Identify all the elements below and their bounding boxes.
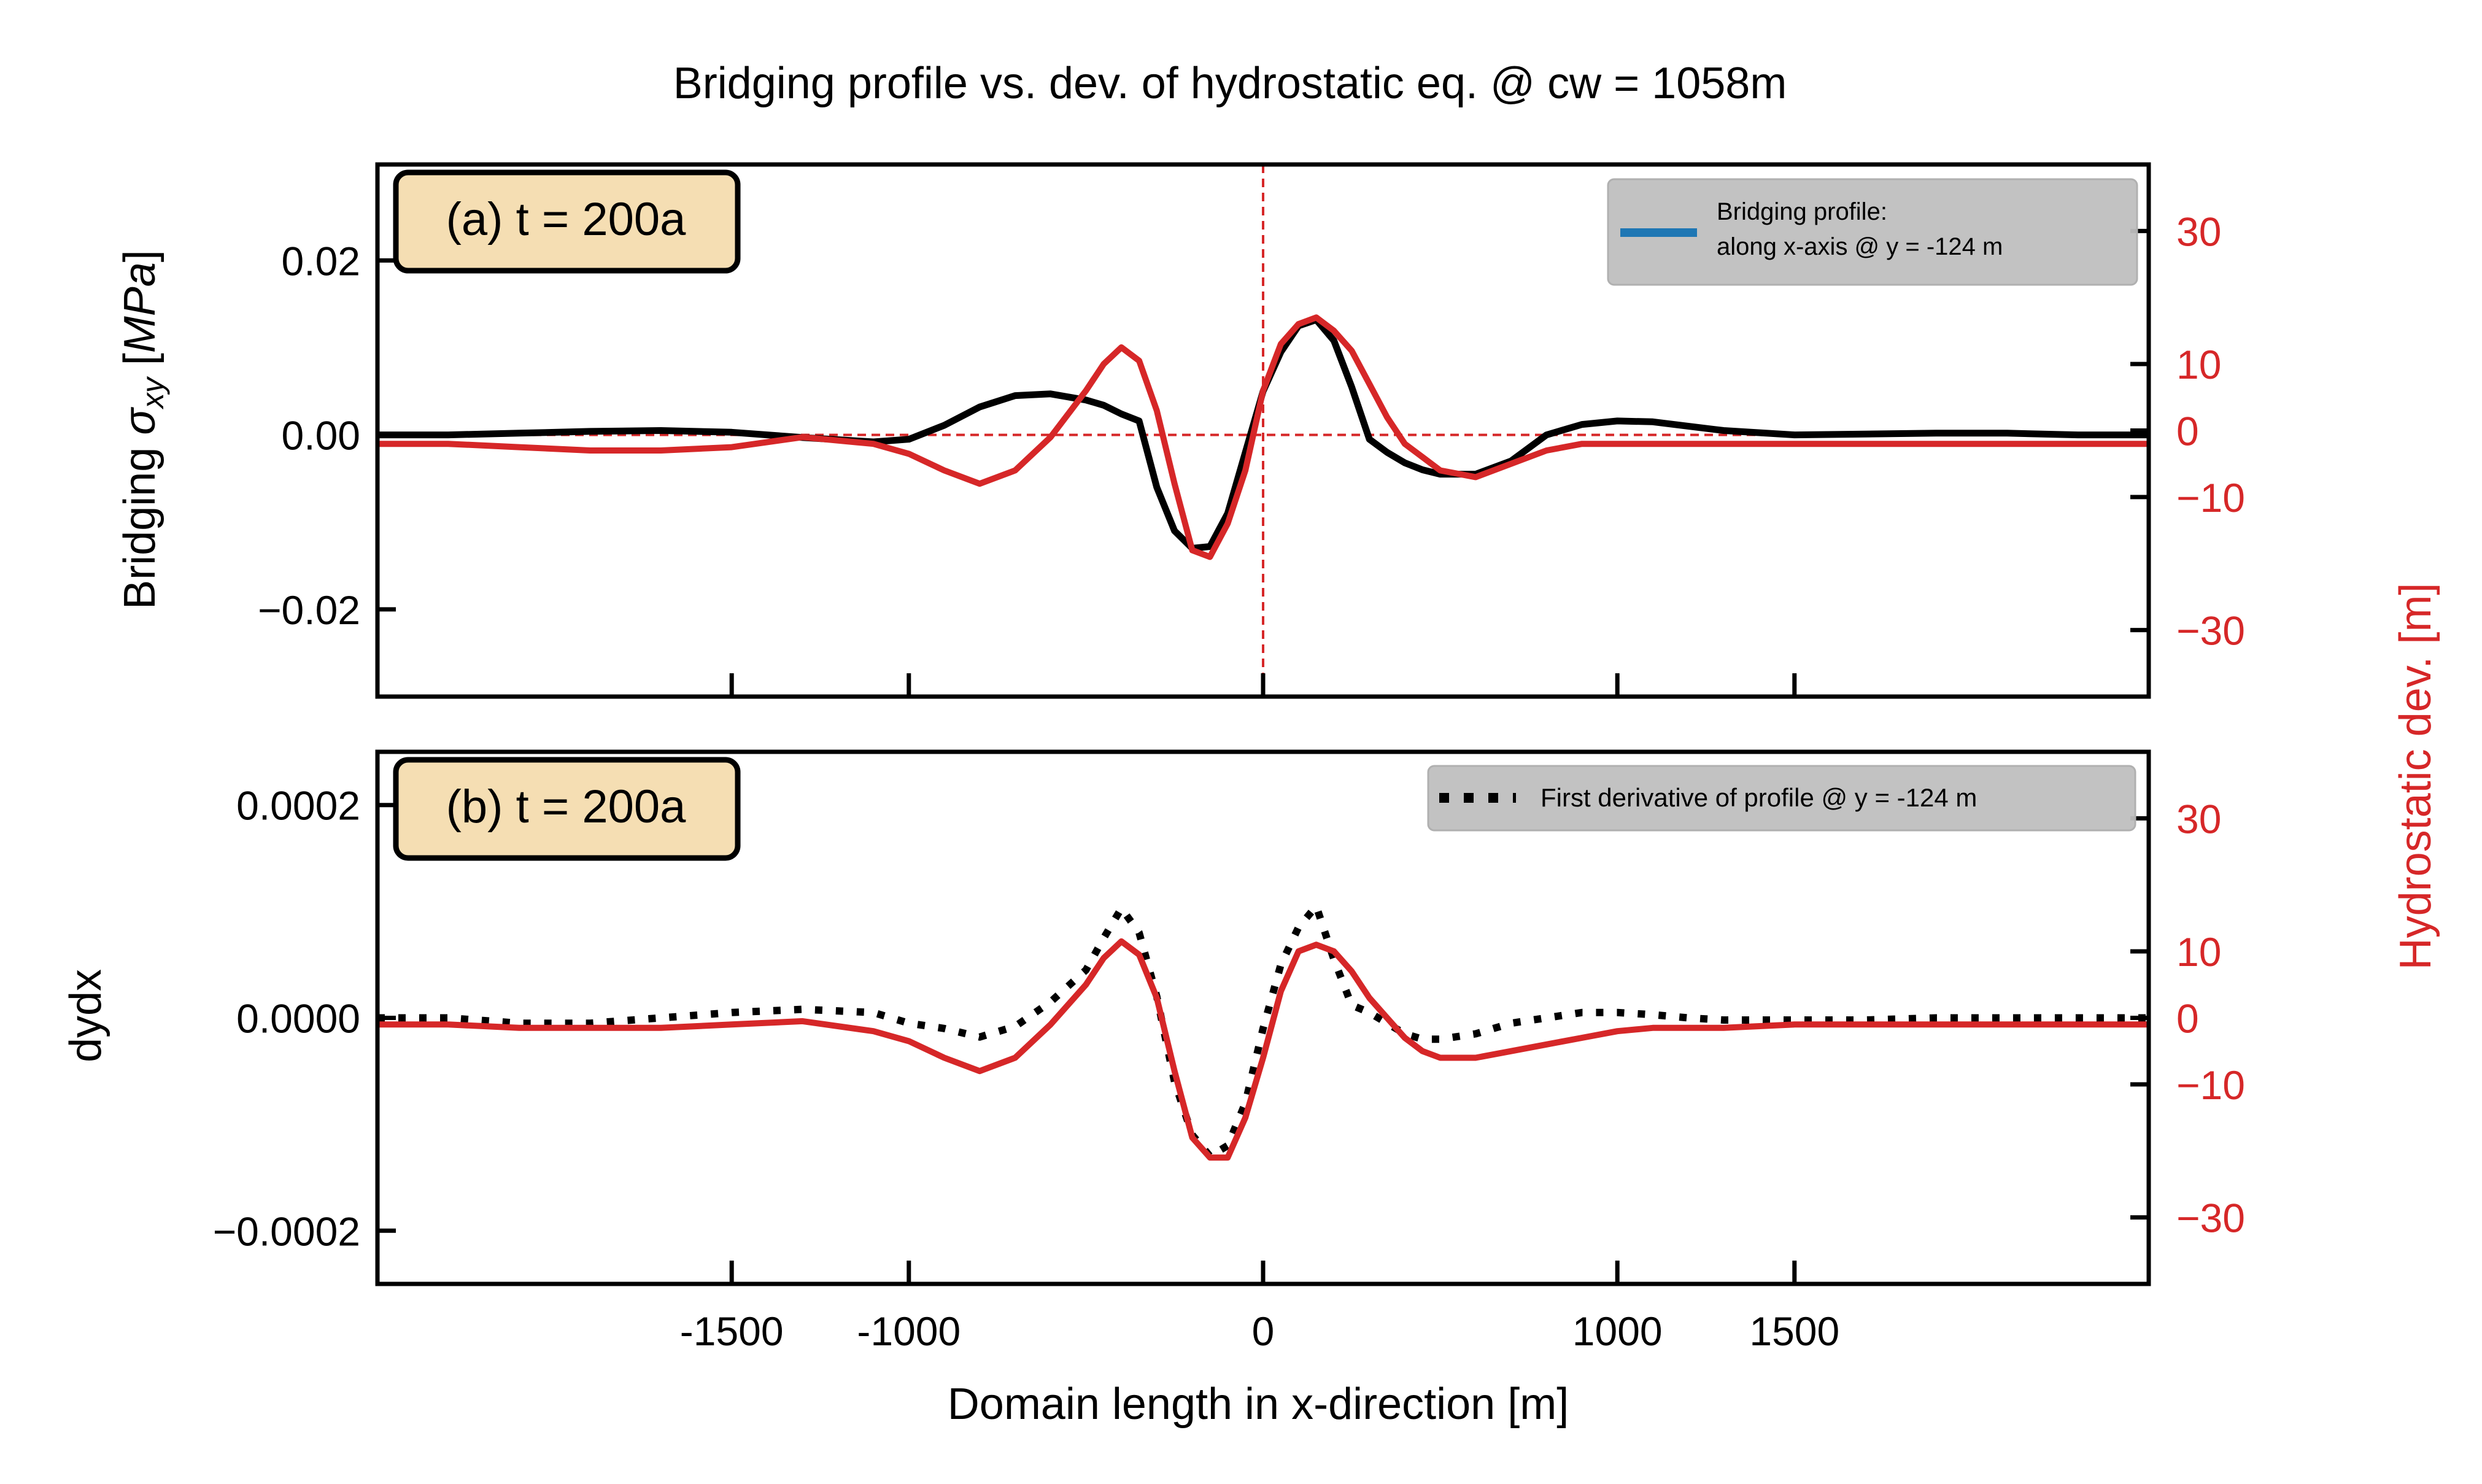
left-tick-label: 0.02: [282, 238, 360, 284]
right-axis-ticks: 30 10 0 −10 −30: [2130, 209, 2245, 654]
left-tick-label: 0.0000: [236, 996, 360, 1042]
first-derivative-line: [377, 902, 2149, 1160]
right-tick-label: −30: [2176, 608, 2245, 654]
left-axis-label: dydx: [61, 969, 110, 1062]
hydrostatic-deviation-line: [377, 938, 2149, 1161]
right-axis-ticks: 30 10 0 −10 −30: [2130, 796, 2245, 1241]
x-tick-label: 1000: [1572, 1308, 1663, 1354]
x-axis-ticks: -1500 -1000 0 1000 1500: [680, 1261, 1839, 1354]
right-axis-label: Hydrostatic dev. [m]: [2391, 583, 2440, 970]
hydrostatic-deviation-line: [377, 314, 2149, 560]
x-tick-label: -1000: [857, 1308, 961, 1354]
series-group: [377, 902, 2149, 1161]
right-tick-label: 30: [2176, 796, 2221, 841]
series-group: [377, 314, 2149, 560]
right-tick-label: 0: [2176, 409, 2199, 454]
panel-badge-label: (b) t = 200a: [446, 781, 687, 833]
right-tick-label: 0: [2176, 996, 2199, 1042]
left-tick-label: −0.02: [258, 587, 360, 633]
panel-badge: (b) t = 200a: [393, 757, 741, 861]
left-axis-label: Bridging σxy [MPa]: [115, 250, 170, 609]
x-axis-label: Domain length in x-direction [m]: [948, 1380, 1569, 1429]
right-tick-label: 30: [2176, 209, 2221, 254]
legend-entry-line1: Bridging profile:: [1717, 198, 1887, 225]
legend: First derivative of profile @ y = -124 m: [1427, 765, 2136, 832]
right-tick-label: −30: [2176, 1196, 2245, 1241]
left-tick-label: 0.00: [282, 413, 360, 458]
panel-badge: (a) t = 200a: [393, 169, 741, 274]
x-tick-label: -1500: [680, 1308, 784, 1354]
legend: Bridging profile: along x-axis @ y = -12…: [1607, 178, 2138, 286]
x-axis-ticks: [729, 673, 1797, 697]
legend-entry: First derivative of profile @ y = -124 m: [1541, 783, 1977, 812]
legend-entry-line2: along x-axis @ y = -124 m: [1717, 233, 2003, 260]
left-tick-label: −0.0002: [213, 1208, 360, 1254]
left-axis-ticks: 0.02 0.00 −0.02: [258, 238, 396, 633]
x-tick-label: 1500: [1749, 1308, 1839, 1354]
right-tick-label: 10: [2176, 342, 2221, 387]
figure-title: Bridging profile vs. dev. of hydrostatic…: [673, 59, 1787, 108]
right-tick-label: −10: [2176, 475, 2245, 520]
x-tick-label: 0: [1252, 1308, 1275, 1354]
left-axis-ticks: 0.0002 0.0000 −0.0002: [213, 783, 396, 1254]
panel-badge-label: (a) t = 200a: [446, 193, 687, 245]
left-tick-label: 0.0002: [236, 783, 360, 829]
panel-a: 0.02 0.00 −0.02 30 10 0 −10 −30 Bridging σxy […: [115, 162, 2245, 699]
right-tick-label: −10: [2176, 1062, 2245, 1108]
right-tick-label: 10: [2176, 929, 2221, 975]
panel-b: 0.0002 0.0000 −0.0002 30 10 0 −10 −30 -1500 -10…: [61, 749, 2245, 1354]
